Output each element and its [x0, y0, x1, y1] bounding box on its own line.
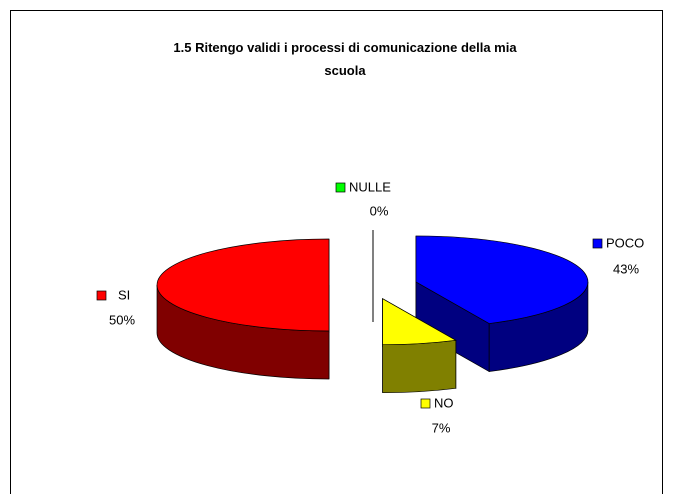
value-label: 0% — [370, 203, 389, 218]
slice-label: NULLE — [349, 179, 391, 194]
slice-side — [382, 339, 457, 394]
value-label: 43% — [613, 261, 639, 276]
slice-top — [415, 235, 589, 324]
chart-title: 1.5 Ritengo validi i processi di comunic… — [173, 40, 517, 78]
slice-label: SI — [118, 287, 130, 302]
slice-top — [156, 238, 330, 332]
legend-swatch — [592, 238, 603, 249]
chart-frame — [10, 10, 663, 494]
value-label: 50% — [109, 312, 135, 327]
legend-swatch — [335, 182, 346, 193]
slice-label: NO — [434, 395, 454, 410]
slice-label: POCO — [606, 235, 644, 250]
slice-top — [382, 298, 457, 346]
legend-swatch — [96, 290, 107, 301]
value-label: 7% — [432, 420, 451, 435]
legend-swatch — [420, 398, 431, 409]
